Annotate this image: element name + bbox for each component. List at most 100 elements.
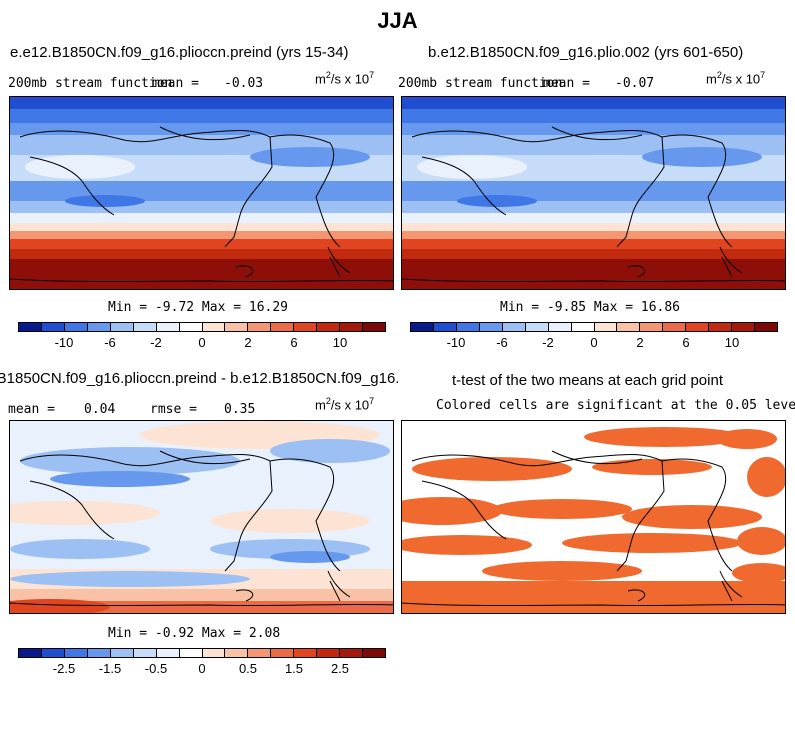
colorbar-swatch — [456, 323, 480, 331]
panel4-map — [401, 420, 786, 614]
colorbar-tick-label: -2.5 — [52, 661, 76, 676]
colorbar-swatch — [271, 323, 295, 331]
colorbar-tick-label: 1.5 — [284, 661, 304, 676]
panel4-title: t-test of the two means at each grid poi… — [452, 372, 723, 389]
panel3-minmax: Min = -0.92 Max = 2.08 — [108, 626, 281, 641]
colorbar-swatch — [709, 323, 733, 331]
panel1-minmax: Min = -9.72 Max = 16.29 — [108, 300, 289, 315]
colorbar-swatch — [225, 323, 249, 331]
colorbar-tick-label: 10 — [724, 335, 740, 350]
colorbar-swatch — [19, 323, 42, 331]
panel2-streamfunction-field — [402, 97, 785, 289]
colorbar-swatch — [640, 323, 664, 331]
colorbar-tick-label: 10 — [332, 335, 348, 350]
colorbar-swatch — [41, 649, 65, 657]
colorbar-tick-label: 0 — [198, 661, 206, 676]
colorbar-swatch — [248, 323, 272, 331]
colorbar-swatch — [525, 323, 549, 331]
colorbar-swatch — [686, 323, 710, 331]
panel2-minmax: Min = -9.85 Max = 16.86 — [500, 300, 681, 315]
panel3-rmse-value: 0.35 — [224, 402, 256, 417]
colorbar-swatch — [225, 649, 249, 657]
colorbar-swatch — [479, 323, 503, 331]
colorbar-swatch — [502, 323, 526, 331]
colorbar-swatch — [110, 649, 134, 657]
colorbar-swatch — [19, 649, 42, 657]
panel2-title: b.e12.B1850CN.f09_g16.plio.002 (yrs 601-… — [428, 44, 744, 61]
colorbar-tick-label: 6 — [682, 335, 690, 350]
colorbar-swatch — [411, 323, 434, 331]
colorbar-swatch — [571, 323, 595, 331]
colorbar-tick-label: -2 — [542, 335, 554, 350]
colorbar-swatch — [248, 649, 272, 657]
panel2-variable: 200mb stream function — [398, 76, 563, 91]
panel3-rmse-label: rmse = — [150, 402, 197, 417]
panel3-units: m2/s x 107 — [315, 396, 375, 413]
colorbar-top-left — [18, 322, 386, 332]
colorbar-tick-label: 2 — [636, 335, 644, 350]
colorbar-bottom — [18, 648, 386, 658]
colorbar-swatch — [87, 323, 111, 331]
colorbar-swatch — [732, 323, 756, 331]
colorbar-tick-label: -0.5 — [144, 661, 168, 676]
colorbar-swatch — [64, 649, 88, 657]
colorbar-tick-label: -10 — [54, 335, 74, 350]
panel4-subtitle: Colored cells are significant at the 0.0… — [436, 398, 795, 413]
colorbar-tick-label: 2 — [244, 335, 252, 350]
colorbar-tick-label: 6 — [290, 335, 298, 350]
colorbar-swatch — [156, 649, 180, 657]
panel1-map — [9, 96, 394, 290]
colorbar-swatch — [294, 323, 318, 331]
panel2-mean-value: -0.07 — [615, 76, 655, 91]
panel3-title: e.e12.B1850CN.f09_g16.plioccn.preind - b… — [0, 370, 398, 387]
colorbar-swatch — [317, 649, 341, 657]
colorbar-swatch — [271, 649, 295, 657]
colorbar-top-right — [410, 322, 778, 332]
panel1-mean-value: -0.03 — [224, 76, 264, 91]
panel3-mean-label: mean = — [8, 402, 55, 417]
panel1-streamfunction-field — [10, 97, 393, 289]
colorbar-swatch — [663, 323, 687, 331]
colorbar-swatch — [133, 323, 157, 331]
colorbar-swatch — [179, 323, 203, 331]
panel1-units: m2/s x 107 — [315, 70, 375, 87]
colorbar-swatch — [202, 649, 226, 657]
colorbar-swatch — [156, 323, 180, 331]
colorbar-tick-label: -2 — [150, 335, 162, 350]
panel3-map — [9, 420, 394, 614]
colorbar-tick-label: 0 — [198, 335, 206, 350]
colorbar-swatch — [617, 323, 641, 331]
panel2-mean-label: mean = — [543, 76, 590, 91]
panel3-difference-field — [10, 421, 393, 613]
figure-title: JJA — [377, 8, 418, 33]
colorbar-swatch — [340, 323, 364, 331]
panel1-variable: 200mb stream function — [8, 76, 173, 91]
colorbar-swatch — [363, 649, 385, 657]
panel1-title: e.e12.B1850CN.f09_g16.plioccn.preind (yr… — [10, 44, 349, 61]
colorbar-tick-label: 0 — [590, 335, 598, 350]
panel2-units: m2/s x 107 — [706, 70, 766, 87]
colorbar-swatch — [363, 323, 385, 331]
colorbar-swatch — [294, 649, 318, 657]
colorbar-swatch — [41, 323, 65, 331]
colorbar-tick-label: 0.5 — [238, 661, 258, 676]
colorbar-swatch — [548, 323, 572, 331]
panel2-map — [401, 96, 786, 290]
colorbar-swatch — [340, 649, 364, 657]
colorbar-tick-label: -10 — [446, 335, 466, 350]
panel4-significance-field — [402, 421, 785, 613]
panel3-mean-value: 0.04 — [84, 402, 116, 417]
colorbar-tick-label: -6 — [496, 335, 508, 350]
colorbar-tick-label: 2.5 — [330, 661, 350, 676]
colorbar-swatch — [87, 649, 111, 657]
panel1-mean-label: mean = — [152, 76, 199, 91]
colorbar-swatch — [594, 323, 618, 331]
colorbar-swatch — [202, 323, 226, 331]
colorbar-swatch — [64, 323, 88, 331]
colorbar-swatch — [317, 323, 341, 331]
colorbar-swatch — [110, 323, 134, 331]
colorbar-tick-label: -1.5 — [98, 661, 122, 676]
colorbar-swatch — [179, 649, 203, 657]
colorbar-tick-label: -6 — [104, 335, 116, 350]
colorbar-swatch — [133, 649, 157, 657]
